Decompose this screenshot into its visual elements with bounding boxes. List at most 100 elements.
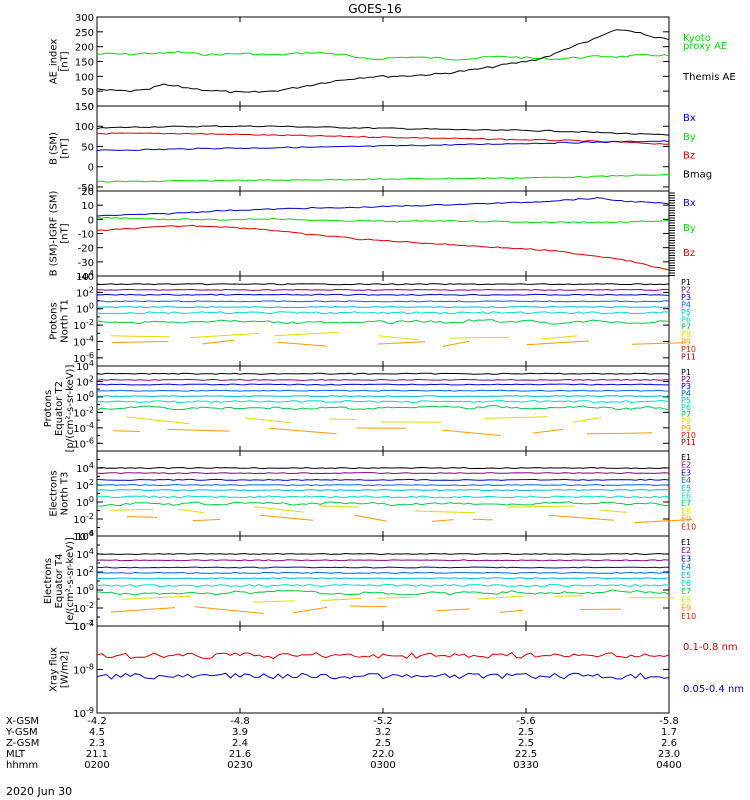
legend-entry: E8	[681, 507, 691, 516]
channel-segment	[526, 340, 590, 346]
channel-segment	[319, 505, 359, 508]
channel-segment	[586, 432, 653, 435]
series-line	[97, 132, 670, 145]
legend-entry: P9	[681, 424, 691, 433]
legend-entry: E1	[681, 538, 691, 547]
y-tick-label: 102	[76, 478, 94, 492]
channel-segment	[572, 417, 602, 423]
legend-entry: P9	[681, 338, 691, 347]
channel-line	[96, 372, 670, 375]
footer-value: 22.5	[515, 749, 537, 760]
channel-segment	[631, 342, 687, 345]
legend-entry: Bz	[683, 151, 695, 162]
channel-line	[96, 472, 670, 475]
footer-value: -5.8	[659, 716, 679, 727]
y-tick-label: 106	[76, 529, 94, 543]
legend-entry: P2	[681, 285, 691, 294]
footer-value: 21.1	[86, 749, 108, 760]
legend-entry: P6	[681, 403, 691, 412]
channel-segment	[634, 519, 692, 524]
legend-entry: P11	[681, 438, 696, 447]
legend-entry: 0.1-0.8 nm	[683, 642, 738, 653]
y-tick-label: 100	[76, 583, 94, 597]
footer-value: 4.5	[89, 727, 105, 738]
channel-line	[96, 552, 670, 556]
channel-segment	[194, 606, 264, 614]
channel-segment	[378, 335, 419, 341]
channel-line	[96, 389, 670, 392]
y-axis-label: North T1	[60, 299, 71, 343]
channel-segment	[192, 518, 221, 522]
channel-segment	[472, 518, 493, 521]
series-line	[97, 173, 670, 183]
legend-entry: E4	[681, 563, 691, 572]
channel-line	[96, 566, 670, 569]
channel-segment	[322, 598, 362, 601]
series-line	[96, 140, 670, 152]
y-axis-label: Xray flux	[49, 647, 60, 692]
y-tick-label: 10-2	[73, 512, 94, 526]
y-tick-label: 10-8	[73, 663, 94, 677]
plot-title: GOES-16	[348, 2, 402, 16]
channel-segment	[121, 595, 192, 600]
channel-segment	[269, 427, 337, 435]
channel-line	[96, 311, 670, 315]
footer-row-label: Y-GSM	[5, 727, 38, 738]
y-tick-label: 50	[81, 142, 94, 153]
y-axis-label: Equator T2	[54, 381, 65, 436]
legend-entry: P1	[681, 368, 691, 377]
series-line	[96, 672, 670, 680]
y-axis-label: AE_index	[49, 39, 60, 85]
channel-line	[96, 501, 670, 507]
y-axis-label: [p/(cm²-s-sr-keV)]	[65, 365, 76, 453]
legend-entry: P11	[681, 353, 696, 362]
panel-2: B (SM) [nT] -50 0 50 100 150 Bx By Bz Bmag	[49, 102, 713, 194]
y-tick-label: -40	[78, 272, 94, 283]
y-tick-label: 102	[76, 565, 94, 579]
channel-line	[96, 589, 670, 596]
channel-line	[96, 300, 669, 303]
legend-entry: E10	[681, 522, 696, 531]
legend-entry: Themis AE	[682, 72, 736, 83]
y-tick-label: 20	[81, 187, 94, 198]
footer-value: -4.8	[230, 716, 250, 727]
legend-entry: E10	[681, 612, 696, 621]
legend-entry: P5	[681, 396, 691, 405]
channel-segment	[548, 514, 615, 521]
channel-line	[96, 466, 670, 470]
legend-entry: By	[683, 132, 696, 143]
channel-segment	[540, 335, 577, 340]
channel-segment	[442, 340, 469, 347]
y-tick-label: 100	[76, 302, 94, 316]
y-tick-label: 104	[76, 461, 94, 475]
channel-segment	[377, 341, 426, 345]
channel-segment	[377, 596, 414, 599]
legend-entry: Bx	[683, 198, 696, 209]
footer-value: 0400	[656, 760, 681, 771]
y-tick-label: 100	[76, 390, 94, 404]
legend-entry: Kyoto	[683, 33, 711, 44]
channel-segment	[436, 608, 470, 612]
channel-segment	[190, 332, 259, 339]
channel-segment	[484, 416, 548, 419]
y-tick-label: 10-7	[73, 619, 94, 633]
panel-frame	[96, 450, 670, 537]
footer-value: 3.2	[375, 727, 391, 738]
y-tick-label: -20	[78, 244, 94, 255]
y-tick-label: 100	[76, 495, 94, 509]
legend-entry: P3	[681, 293, 691, 302]
channel-segment	[507, 505, 575, 508]
series-line	[96, 652, 670, 660]
y-axis-label: [nT]	[60, 138, 71, 158]
legend-entry: P10	[681, 431, 696, 440]
y-axis-label: [W/m2]	[60, 651, 71, 688]
footer-value: 2.6	[661, 738, 677, 749]
channel-segment	[277, 341, 328, 347]
y-tick-label: 250	[75, 28, 94, 39]
legend-entry: By	[683, 223, 696, 234]
legend-entry: E2	[681, 461, 691, 470]
channel-segment	[354, 514, 387, 522]
legend-entry: P4	[681, 300, 691, 309]
footer-value: 23.0	[658, 749, 680, 760]
legend-entry: E6	[681, 579, 691, 588]
